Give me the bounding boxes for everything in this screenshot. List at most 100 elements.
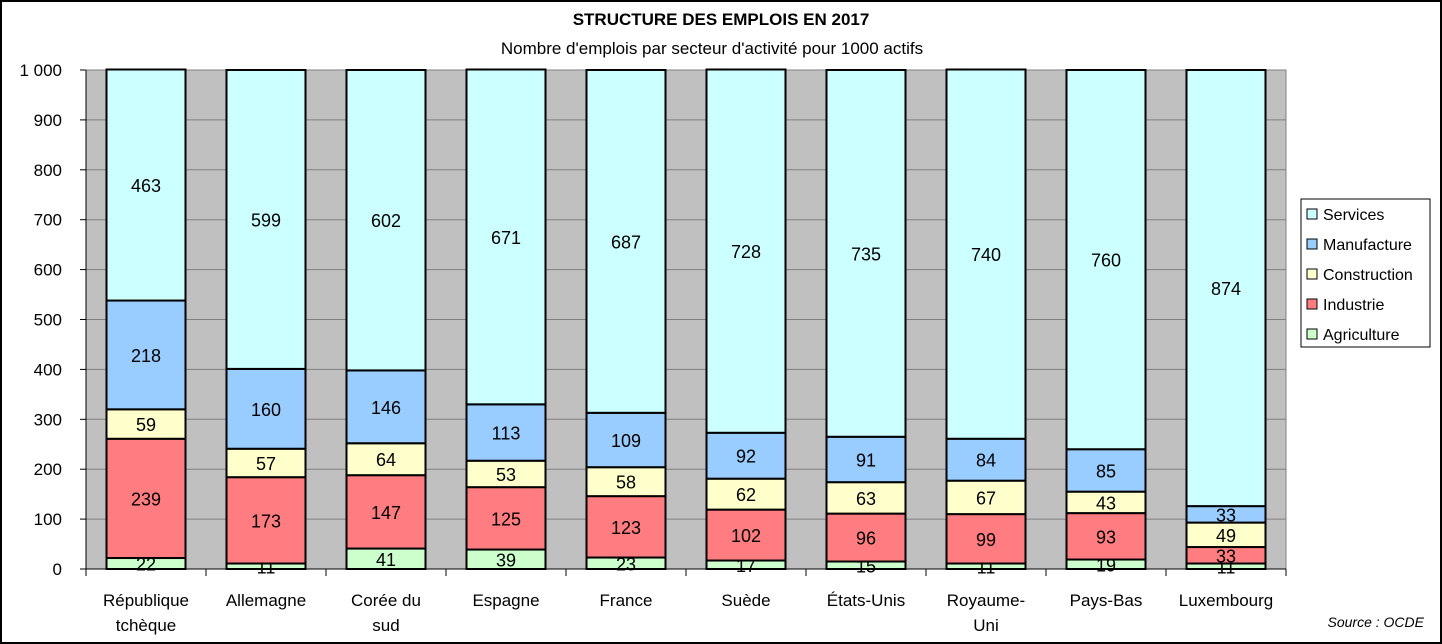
data-label: 125 <box>491 509 521 529</box>
legend-label-agriculture: Agriculture <box>1323 327 1400 344</box>
x-tick-label: tchèque <box>116 616 177 635</box>
data-label: 102 <box>731 526 761 546</box>
chart-title: STRUCTURE DES EMPLOIS EN 2017 <box>573 10 870 29</box>
y-tick-label: 200 <box>34 460 62 479</box>
data-label: 58 <box>616 473 636 493</box>
bar-segment-manufacture <box>705 431 787 480</box>
x-tick-label: sud <box>372 616 399 635</box>
bar-segment-services <box>1185 69 1267 508</box>
x-tick-label: Royaume- <box>947 591 1025 610</box>
data-label: 173 <box>251 511 281 531</box>
data-label: 59 <box>136 415 156 435</box>
data-label: 63 <box>856 489 876 509</box>
bar-segment-manufacture <box>945 437 1027 482</box>
y-tick-label: 400 <box>34 360 62 379</box>
bar-segment-construction <box>105 408 187 440</box>
data-label: 53 <box>496 465 516 485</box>
data-label: 33 <box>1216 546 1236 566</box>
y-tick-label: 100 <box>34 510 62 529</box>
bar-segment-services <box>345 69 427 372</box>
legend-swatch-construction <box>1306 268 1318 280</box>
data-label: 22 <box>136 555 156 575</box>
data-label: 93 <box>1096 527 1116 547</box>
legend-swatch-agriculture <box>1306 328 1318 340</box>
bar-segment-industrie <box>1065 512 1147 561</box>
data-label: 62 <box>736 485 756 505</box>
data-label: 57 <box>256 454 276 474</box>
bar-segment-services <box>465 68 547 406</box>
x-tick-label: Luxembourg <box>1179 591 1274 610</box>
data-label: 463 <box>131 176 161 196</box>
y-tick-label: 300 <box>34 410 62 429</box>
data-label: 67 <box>976 488 996 508</box>
bar-segment-services <box>1065 69 1147 451</box>
data-label: 99 <box>976 530 996 550</box>
data-label: 109 <box>611 431 641 451</box>
data-label: 602 <box>371 211 401 231</box>
bar-segment-construction <box>345 442 427 477</box>
x-tick-label: Corée du <box>351 591 421 610</box>
data-label: 740 <box>971 245 1001 265</box>
bar-segment-construction <box>705 477 787 511</box>
bar-segment-industrie <box>105 437 187 560</box>
data-label: 728 <box>731 242 761 262</box>
data-label: 91 <box>856 450 876 470</box>
bar-segment-industrie <box>825 512 907 563</box>
y-tick-label: 500 <box>34 311 62 330</box>
data-label: 146 <box>371 398 401 418</box>
bar-segment-industrie <box>705 508 787 562</box>
data-label: 43 <box>1096 493 1116 513</box>
x-tick-label: Suède <box>721 591 770 610</box>
bar-segment-construction <box>945 479 1027 516</box>
bar-segment-construction <box>225 447 307 479</box>
y-tick-label: 800 <box>34 161 62 180</box>
bar-segment-manufacture <box>585 411 667 469</box>
source-note: Source : OCDE <box>1328 614 1425 630</box>
x-tick-label: Pays-Bas <box>1070 591 1143 610</box>
bar-segment-manufacture <box>225 367 307 450</box>
bar-segment-services <box>585 69 667 414</box>
legend-swatch-manufacture <box>1306 238 1318 250</box>
bar-segment-services <box>105 68 187 302</box>
data-label: 160 <box>251 400 281 420</box>
legend-swatch-industrie <box>1306 298 1318 310</box>
data-label: 64 <box>376 450 396 470</box>
plot-area: 0 100 200 300 400 500 600 700 800 900 1 000 22 239 59… <box>19 61 1287 635</box>
data-label: 218 <box>131 346 161 366</box>
bar-segment-construction <box>1185 521 1267 549</box>
data-label: 599 <box>251 210 281 230</box>
legend-label-services: Services <box>1323 207 1384 224</box>
y-tick-label: 1 000 <box>19 61 62 80</box>
y-tick-label: 600 <box>34 261 62 280</box>
x-tick-label: États-Unis <box>827 591 905 610</box>
chart-subtitle: Nombre d'emplois par secteur d'activité … <box>501 39 923 58</box>
bar-segment-construction <box>465 459 547 489</box>
bar-segment-services <box>825 69 907 438</box>
data-label: 41 <box>376 550 396 570</box>
data-label: 84 <box>976 451 996 471</box>
data-label: 39 <box>496 550 516 570</box>
data-label: 735 <box>851 244 881 264</box>
data-label: 113 <box>492 424 521 444</box>
bar-segment-industrie <box>345 474 427 550</box>
data-label: 96 <box>856 529 876 549</box>
data-label: 874 <box>1211 279 1241 299</box>
bar-segment-manufacture <box>465 403 547 462</box>
data-label: 92 <box>736 447 756 467</box>
legend-label-industrie: Industrie <box>1323 297 1384 314</box>
data-label: 85 <box>1096 461 1116 481</box>
data-label: 49 <box>1216 526 1236 546</box>
data-label: 33 <box>1216 505 1236 525</box>
bar-segment-services <box>225 69 307 370</box>
data-label: 147 <box>371 503 401 523</box>
x-tick-label: France <box>600 591 653 610</box>
bar-segment-industrie <box>585 495 667 559</box>
legend-label-construction: Construction <box>1323 267 1413 284</box>
data-label: 123 <box>611 518 641 538</box>
bar-segment-manufacture <box>1065 448 1147 493</box>
legend-swatch-services <box>1306 208 1318 220</box>
bar-segment-services <box>705 68 787 434</box>
legend-label-manufacture: Manufacture <box>1323 237 1412 254</box>
y-tick-label: 700 <box>34 211 62 230</box>
